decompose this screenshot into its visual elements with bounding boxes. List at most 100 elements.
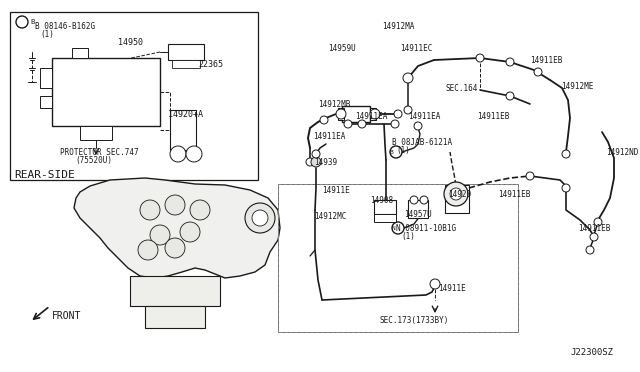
Circle shape <box>506 92 514 100</box>
Circle shape <box>450 188 462 200</box>
Bar <box>72 48 88 58</box>
Circle shape <box>165 195 185 215</box>
Text: B 08JAB-6121A: B 08JAB-6121A <box>392 138 452 147</box>
Text: 14912MA: 14912MA <box>382 22 414 31</box>
Circle shape <box>414 122 422 130</box>
Bar <box>10 12 258 180</box>
Circle shape <box>245 203 275 233</box>
Text: B 08146-B162G: B 08146-B162G <box>35 22 95 31</box>
Text: N: N <box>392 225 396 231</box>
Circle shape <box>420 196 428 204</box>
Circle shape <box>140 200 160 220</box>
Circle shape <box>394 110 402 118</box>
Text: PROTECTOR SEC.747: PROTECTOR SEC.747 <box>60 148 139 157</box>
Text: (1): (1) <box>396 146 410 155</box>
Circle shape <box>404 106 412 114</box>
Text: 14911EB: 14911EB <box>530 56 563 65</box>
Bar <box>278 184 518 332</box>
Circle shape <box>165 238 185 258</box>
Bar <box>168 44 204 60</box>
Circle shape <box>180 222 200 242</box>
Text: 14911E: 14911E <box>438 284 466 293</box>
Circle shape <box>392 222 404 234</box>
Bar <box>170 110 196 150</box>
Circle shape <box>594 218 602 226</box>
Text: 14920: 14920 <box>448 190 471 199</box>
Text: B: B <box>30 19 35 25</box>
Circle shape <box>590 233 598 241</box>
Circle shape <box>312 150 320 158</box>
Circle shape <box>16 16 28 28</box>
Text: 22365: 22365 <box>198 60 223 69</box>
Bar <box>408 200 428 218</box>
Circle shape <box>306 158 314 166</box>
Circle shape <box>370 109 380 119</box>
Circle shape <box>403 73 413 83</box>
Circle shape <box>562 150 570 158</box>
Text: 14911EA: 14911EA <box>355 112 387 121</box>
Text: 14911EC: 14911EC <box>400 44 433 53</box>
Circle shape <box>190 200 210 220</box>
Text: 14912ME: 14912ME <box>561 82 593 91</box>
Bar <box>374 200 396 214</box>
Circle shape <box>170 146 186 162</box>
Bar <box>52 58 160 126</box>
Text: 14911EA: 14911EA <box>313 132 346 141</box>
Text: B: B <box>389 150 393 154</box>
Text: (1): (1) <box>40 30 54 39</box>
Circle shape <box>506 58 514 66</box>
Bar <box>445 185 469 213</box>
Bar <box>145 306 205 328</box>
Text: 14911EB: 14911EB <box>578 224 611 233</box>
Text: SEC.173(1733BY): SEC.173(1733BY) <box>380 316 449 325</box>
Circle shape <box>252 210 268 226</box>
Circle shape <box>562 184 570 192</box>
Circle shape <box>344 120 352 128</box>
Text: N 08911-10B1G: N 08911-10B1G <box>396 224 456 233</box>
Bar <box>80 126 112 140</box>
Bar <box>374 214 396 222</box>
Text: 14912ND: 14912ND <box>606 148 638 157</box>
Text: (75520U): (75520U) <box>75 156 112 165</box>
Text: 14908: 14908 <box>370 196 393 205</box>
Text: 14912MC: 14912MC <box>314 212 346 221</box>
Bar <box>278 184 518 332</box>
Text: 14911E: 14911E <box>322 186 349 195</box>
Circle shape <box>336 109 346 119</box>
Circle shape <box>150 225 170 245</box>
Circle shape <box>526 172 534 180</box>
Text: 14950: 14950 <box>118 38 143 47</box>
Circle shape <box>476 54 484 62</box>
Circle shape <box>586 246 594 254</box>
Circle shape <box>358 120 366 128</box>
Text: FRONT: FRONT <box>52 311 81 321</box>
Text: 14920+A: 14920+A <box>168 110 203 119</box>
Text: 14911EA: 14911EA <box>408 112 440 121</box>
Circle shape <box>534 68 542 76</box>
Bar <box>370 108 376 120</box>
Text: SEC.164: SEC.164 <box>445 84 477 93</box>
Text: 14939: 14939 <box>314 158 337 167</box>
Circle shape <box>390 146 402 158</box>
Bar <box>342 106 370 122</box>
Bar <box>130 276 220 306</box>
Bar <box>338 108 344 120</box>
Bar <box>172 60 200 68</box>
Circle shape <box>410 196 418 204</box>
Text: 14911EB: 14911EB <box>477 112 509 121</box>
Circle shape <box>311 157 321 167</box>
Text: 14959U: 14959U <box>328 44 356 53</box>
Bar <box>40 68 52 88</box>
Text: (1): (1) <box>401 232 415 241</box>
Polygon shape <box>74 178 280 278</box>
Circle shape <box>186 146 202 162</box>
Text: 14912MB: 14912MB <box>318 100 350 109</box>
Circle shape <box>138 240 158 260</box>
Text: J22300SZ: J22300SZ <box>570 348 613 357</box>
Text: REAR-SIDE: REAR-SIDE <box>14 170 75 180</box>
Text: 14911EB: 14911EB <box>498 190 531 199</box>
Circle shape <box>444 182 468 206</box>
Bar <box>40 96 52 108</box>
Text: 14957U: 14957U <box>404 210 432 219</box>
Circle shape <box>391 120 399 128</box>
